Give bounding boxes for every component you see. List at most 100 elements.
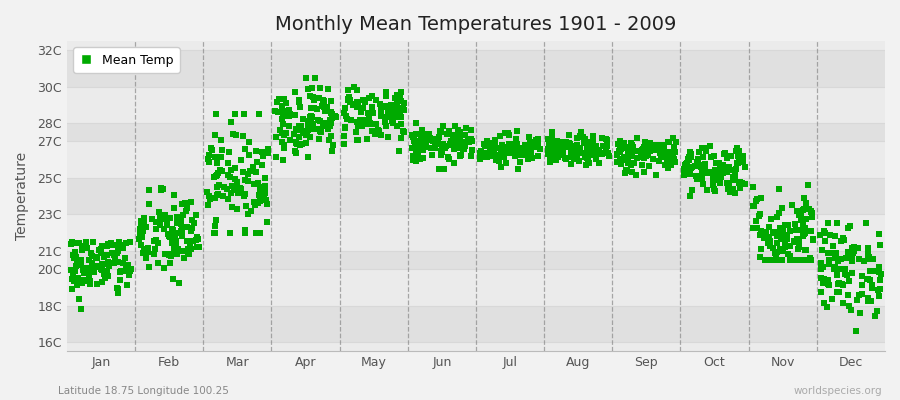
Point	[814, 260, 829, 266]
Point	[478, 142, 492, 149]
Point	[418, 144, 432, 150]
Point	[542, 142, 556, 149]
Point	[112, 238, 127, 245]
Point	[486, 150, 500, 156]
Point	[306, 94, 320, 100]
Point	[324, 133, 338, 140]
Point	[313, 129, 328, 136]
Point	[855, 282, 869, 288]
Point	[100, 243, 114, 250]
Point	[340, 96, 355, 102]
Point	[68, 268, 82, 274]
Point	[105, 250, 120, 256]
Point	[180, 205, 194, 212]
Point	[704, 169, 718, 175]
Point	[545, 138, 560, 144]
Point	[452, 132, 466, 139]
Point	[861, 245, 876, 251]
Point	[242, 139, 256, 146]
Point	[667, 144, 681, 150]
Point	[772, 186, 787, 192]
Point	[447, 160, 462, 166]
Point	[545, 147, 560, 153]
Point	[365, 109, 380, 116]
Point	[832, 280, 846, 286]
Point	[249, 148, 264, 154]
Point	[723, 164, 737, 170]
Point	[506, 143, 520, 150]
Point	[415, 127, 429, 133]
Point	[94, 261, 109, 267]
Point	[861, 294, 876, 301]
Point	[822, 250, 836, 256]
Point	[132, 236, 147, 242]
Point	[425, 152, 439, 159]
Point	[502, 150, 517, 156]
Point	[110, 285, 124, 291]
Point	[388, 95, 402, 102]
Point	[845, 255, 859, 261]
Point	[486, 147, 500, 154]
Point	[160, 222, 175, 228]
Point	[861, 276, 876, 282]
Point	[214, 154, 229, 160]
Point	[393, 89, 408, 96]
Point	[153, 187, 167, 194]
Point	[101, 259, 115, 265]
Point	[183, 243, 197, 250]
Point	[382, 114, 397, 120]
Point	[749, 218, 763, 224]
Point	[462, 139, 476, 145]
Point	[405, 131, 419, 138]
Point	[384, 101, 399, 108]
Point	[629, 172, 643, 178]
Point	[82, 274, 96, 281]
Point	[585, 145, 599, 152]
Point	[446, 146, 461, 152]
Point	[872, 293, 886, 300]
Point	[74, 306, 88, 312]
Point	[560, 144, 574, 150]
Point	[274, 103, 289, 109]
Point	[723, 188, 737, 195]
Point	[525, 154, 539, 161]
Point	[67, 278, 81, 284]
Point	[295, 116, 310, 122]
Point	[328, 114, 343, 120]
Point	[137, 250, 151, 256]
Point	[473, 154, 488, 161]
Point	[780, 233, 795, 239]
Point	[316, 96, 330, 103]
Point	[395, 127, 410, 134]
Point	[134, 242, 148, 248]
Point	[207, 229, 221, 236]
Point	[137, 247, 151, 253]
Point	[406, 132, 420, 139]
Point	[677, 172, 691, 178]
Point	[454, 152, 468, 158]
Point	[831, 281, 845, 288]
Point	[274, 139, 289, 145]
Point	[212, 167, 227, 174]
Point	[696, 181, 710, 187]
Point	[790, 235, 805, 242]
Point	[123, 266, 138, 272]
Point	[295, 141, 310, 147]
Point	[757, 234, 771, 241]
Point	[589, 156, 603, 162]
Point	[396, 100, 410, 106]
Point	[317, 103, 331, 110]
Point	[529, 144, 544, 150]
Bar	[67, 306, 885, 342]
Point	[90, 281, 104, 288]
Point	[753, 246, 768, 252]
Point	[406, 153, 420, 160]
Point	[622, 144, 636, 150]
Point	[165, 240, 179, 246]
Point	[569, 148, 583, 155]
Point	[618, 166, 633, 173]
Point	[680, 160, 694, 166]
Point	[83, 281, 97, 287]
Point	[590, 150, 605, 156]
Point	[580, 142, 594, 148]
